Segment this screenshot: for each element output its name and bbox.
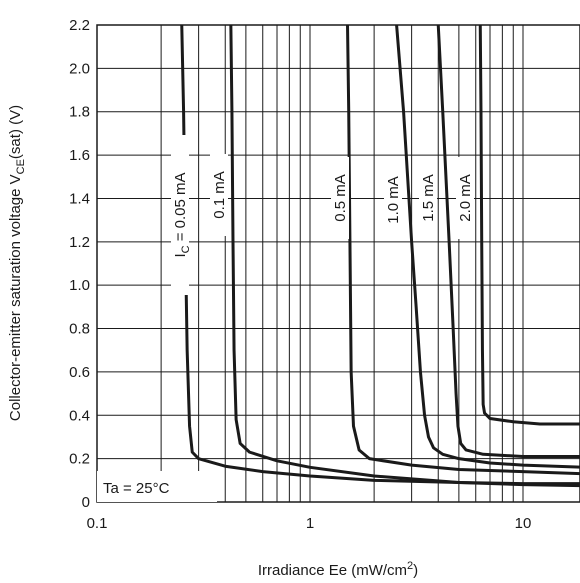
series-labels: IC = 0.05 mA 0.1 mA 0.5 mA 1.0 mA 1.5 mA 2.0 … [171, 135, 474, 295]
annotation-text: Ta = 25°C [103, 480, 170, 497]
x-tick-label: 1 [306, 515, 314, 532]
series-label-text: 0.5 mA [332, 174, 349, 222]
series-label-main: 1.5 mA [420, 174, 437, 222]
series-label-end: = 0.05 mA [172, 172, 189, 245]
x-axis-label: Irradiance Ee (mW/cm2) [258, 560, 418, 579]
series-label-text: 2.0 mA [457, 174, 474, 222]
y-tick-label: 2.2 [69, 17, 90, 34]
x-axis-label-main: Irradiance Ee (mW/cm [258, 562, 407, 579]
series-label-main: 2.0 mA [457, 174, 474, 222]
tick-labels: 0 0.2 0.4 0.6 0.8 1.0 1.2 1.4 1.6 1.8 2.0 2.2 0.1 1 10 [69, 17, 531, 532]
y-axis-label: Collector-emitter saturation voltage VCE… [7, 105, 27, 421]
plot-frame [96, 24, 580, 503]
series-label-main: 0.5 mA [332, 174, 349, 222]
series-line-5 [478, 25, 580, 426]
series-label-main: 0.1 mA [211, 171, 228, 219]
y-tick-label: 0.2 [69, 451, 90, 468]
series-label-bg [331, 157, 349, 239]
y-tick-label: 0 [82, 494, 90, 511]
annotation-box: Ta = 25°C [97, 471, 217, 502]
series-label-3: 1.0 mA [384, 159, 402, 241]
x-tick-label: 10 [515, 515, 532, 532]
series-label-2: 0.5 mA [331, 157, 349, 239]
series-label-bg [384, 159, 402, 241]
y-axis-label-end: (sat) (V) [7, 105, 24, 159]
x-axis-label-end: ) [413, 562, 418, 579]
series-label-4: 1.5 mA [419, 157, 437, 239]
series-label-bg [456, 157, 474, 239]
y-tick-label: 0.8 [69, 321, 90, 338]
series-line-2 [346, 25, 580, 476]
series-label-text: 1.5 mA [420, 174, 437, 222]
x-tick-label: 0.1 [87, 515, 108, 532]
y-tick-label: 1.6 [69, 147, 90, 164]
series-label-0: IC = 0.05 mA [171, 135, 192, 295]
x-axis-label-sup: 2 [407, 560, 413, 572]
y-tick-label: 1.2 [69, 234, 90, 251]
series-label-text: 0.1 mA [211, 171, 228, 219]
series-curves [180, 25, 580, 488]
y-tick-label: 1.4 [69, 190, 90, 207]
grid [97, 25, 580, 502]
series-label-1: 0.1 mA [210, 154, 228, 236]
y-tick-label: 0.4 [69, 407, 90, 424]
series-label-text: 1.0 mA [385, 176, 402, 224]
series-label-text: IC = 0.05 mA [172, 172, 192, 257]
y-tick-label: 1.0 [69, 277, 90, 294]
series-label-bg [171, 135, 189, 295]
y-tick-label: 2.0 [69, 60, 90, 77]
series-label-main: 1.0 mA [385, 176, 402, 224]
y-tick-label: 0.6 [69, 364, 90, 381]
series-line-4 [436, 25, 580, 458]
y-tick-label: 1.8 [69, 104, 90, 121]
y-axis-label-sub: CE [15, 159, 27, 174]
series-line-1 [229, 25, 580, 488]
series-line-3 [395, 25, 580, 469]
series-label-5: 2.0 mA [456, 157, 474, 239]
series-label-sub: C [180, 245, 192, 253]
series-label-bg [419, 157, 437, 239]
series-label-main: I [172, 253, 189, 257]
series-label-bg [210, 154, 228, 236]
y-axis-label-main: Collector-emitter saturation voltage V [7, 174, 24, 421]
